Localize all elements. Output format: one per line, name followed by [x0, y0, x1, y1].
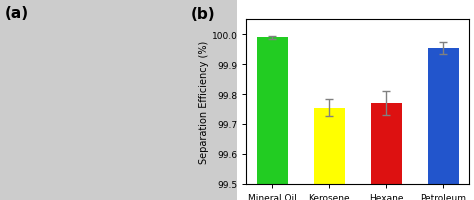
Y-axis label: Separation Efficiency (%): Separation Efficiency (%) [199, 41, 209, 163]
Bar [371, 103, 402, 200]
Bar [256, 38, 288, 200]
Text: (a): (a) [5, 6, 29, 21]
Bar [314, 108, 345, 200]
Bar [428, 48, 459, 200]
Text: (b): (b) [191, 7, 215, 22]
